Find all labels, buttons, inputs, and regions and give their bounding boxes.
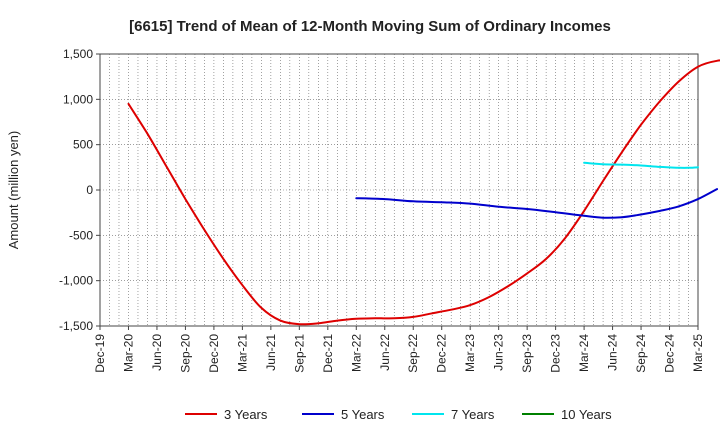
x-tick-label: Dec-21 [321, 334, 335, 373]
x-tick-label: Sep-21 [292, 334, 306, 373]
x-tick-label: Mar-23 [463, 334, 477, 372]
x-tick-label: Mar-21 [235, 334, 249, 372]
x-tick-label: Dec-20 [207, 334, 221, 373]
y-tick-label: -1,000 [59, 274, 93, 288]
chart-title: [6615] Trend of Mean of 12-Month Moving … [129, 18, 611, 35]
y-tick-label: 1,500 [63, 47, 93, 61]
x-tick-label: Mar-20 [121, 334, 135, 372]
legend: 3 Years 5 Years 7 Years 10 Years [185, 407, 612, 422]
x-tick-label: Mar-24 [577, 334, 591, 372]
legend-label: 3 Years [224, 407, 268, 422]
x-tick-label: Dec-22 [435, 334, 449, 373]
x-tick-label: Mar-22 [349, 334, 363, 372]
y-axis-label: Amount (million yen) [6, 131, 21, 250]
y-axis: 1,500 1,000 500 0 -500 -1,000 -1,500 [59, 47, 100, 333]
y-tick-label: -500 [69, 228, 93, 242]
x-tick-label: Dec-24 [663, 334, 677, 373]
x-tick-label: Jun-22 [378, 334, 392, 371]
y-tick-label: 500 [73, 138, 93, 152]
x-tick-label: Jun-21 [264, 334, 278, 371]
x-tick-label: Jun-23 [492, 334, 506, 371]
x-tick-label: Dec-23 [549, 334, 563, 373]
legend-label: 5 Years [341, 407, 385, 422]
legend-label: 10 Years [561, 407, 612, 422]
legend-label: 7 Years [451, 407, 495, 422]
x-tick-label: Sep-23 [520, 334, 534, 373]
y-tick-label: 1,000 [63, 92, 93, 106]
x-axis: Dec-19 Mar-20 Jun-20 Sep-20 Dec-20 Mar-21 Jun-… [93, 326, 705, 373]
x-tick-label: Dec-19 [93, 334, 107, 373]
x-tick-label: Sep-24 [634, 334, 648, 373]
x-tick-label: Sep-22 [406, 334, 420, 373]
chart: [6615] Trend of Mean of 12-Month Moving … [0, 0, 720, 440]
x-tick-label: Jun-24 [606, 334, 620, 371]
x-tick-label: Mar-25 [691, 334, 705, 372]
plot-area [100, 54, 698, 326]
x-tick-label: Jun-20 [150, 334, 164, 371]
y-tick-label: 0 [86, 183, 93, 197]
y-tick-label: -1,500 [59, 319, 93, 333]
x-tick-label: Sep-20 [178, 334, 192, 373]
